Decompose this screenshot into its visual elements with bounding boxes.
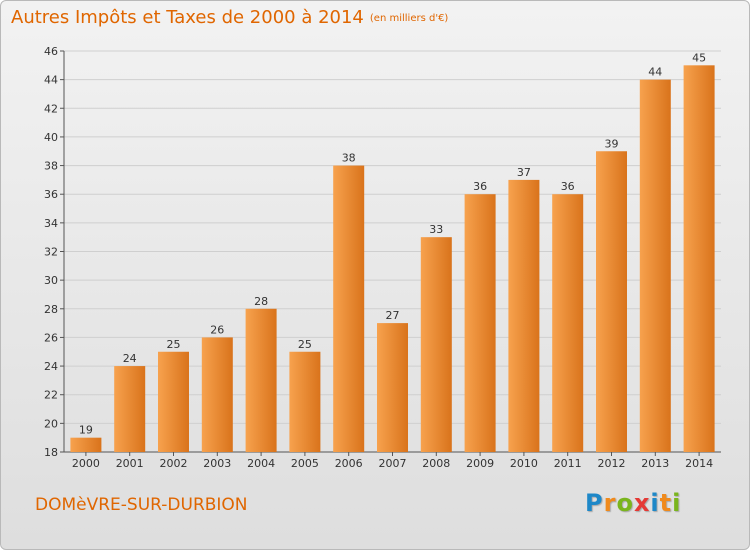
data-label-2011: 36 bbox=[561, 180, 575, 193]
bar-2012 bbox=[596, 151, 627, 452]
x-tick-label-2005: 2005 bbox=[291, 457, 319, 470]
x-tick-label-2002: 2002 bbox=[160, 457, 188, 470]
x-tick-label-2006: 2006 bbox=[335, 457, 363, 470]
x-tick-label-2009: 2009 bbox=[466, 457, 494, 470]
y-tick-label: 20 bbox=[44, 417, 58, 430]
bar-2000 bbox=[70, 437, 102, 452]
chart-title: Autres Impôts et Taxes de 2000 à 2014 (en… bbox=[11, 7, 448, 28]
commune-name: DOMèVRE-SUR-DURBION bbox=[35, 495, 248, 515]
y-tick-label: 46 bbox=[44, 45, 58, 58]
y-tick-label: 28 bbox=[44, 303, 58, 316]
bar-2002 bbox=[158, 351, 189, 452]
logo-letter: P bbox=[585, 489, 604, 517]
labels: 19 2000 24 2001 25 2002 26 2003 28 2004 25 2005 38 20… bbox=[72, 51, 713, 470]
data-label-2012: 39 bbox=[605, 137, 619, 150]
bar-2001 bbox=[114, 366, 146, 452]
bar-2006 bbox=[333, 165, 365, 453]
x-tick-label-2011: 2011 bbox=[554, 457, 582, 470]
bar-2005 bbox=[289, 351, 321, 452]
x-tick-label-2001: 2001 bbox=[116, 457, 144, 470]
x-tick-label-2003: 2003 bbox=[203, 457, 231, 470]
bars bbox=[70, 65, 715, 453]
proxiti-logo: Proxiti bbox=[585, 489, 681, 517]
data-label-2009: 36 bbox=[473, 180, 487, 193]
bar-2014 bbox=[683, 65, 715, 453]
y-tick-label: 42 bbox=[44, 102, 58, 115]
data-label-2010: 37 bbox=[517, 166, 531, 179]
x-tick-label-2013: 2013 bbox=[641, 457, 669, 470]
y-tick-label: 38 bbox=[44, 160, 58, 173]
x-tick-label-2008: 2008 bbox=[422, 457, 450, 470]
bar-2010 bbox=[508, 179, 540, 452]
bar-2008 bbox=[420, 237, 452, 452]
y-tick-label: 40 bbox=[44, 131, 58, 144]
data-label-2003: 26 bbox=[210, 323, 224, 336]
logo-letter: i bbox=[672, 489, 682, 517]
x-tick-label-2000: 2000 bbox=[72, 457, 100, 470]
bar-2013 bbox=[639, 79, 671, 453]
data-label-2008: 33 bbox=[429, 223, 443, 236]
data-label-2013: 44 bbox=[648, 66, 662, 79]
logo-letter: r bbox=[603, 489, 617, 517]
y-tick-label: 32 bbox=[44, 246, 58, 259]
x-tick-label-2004: 2004 bbox=[247, 457, 275, 470]
y-tick-label: 36 bbox=[44, 188, 58, 201]
y-tick-label: 18 bbox=[44, 446, 58, 459]
logo-letter: x bbox=[633, 489, 651, 517]
x-tick-label-2012: 2012 bbox=[598, 457, 626, 470]
y-tick-label: 30 bbox=[44, 274, 58, 287]
y-tick-label: 26 bbox=[44, 331, 58, 344]
bar-2011 bbox=[552, 194, 584, 452]
y-tick-label: 44 bbox=[44, 74, 58, 87]
data-label-2000: 19 bbox=[79, 424, 93, 437]
data-label-2005: 25 bbox=[298, 338, 312, 351]
x-tick-label-2010: 2010 bbox=[510, 457, 538, 470]
data-label-2006: 38 bbox=[342, 152, 356, 165]
x-tick-label-2007: 2007 bbox=[379, 457, 407, 470]
bar-2009 bbox=[464, 194, 496, 452]
chart-title-text: Autres Impôts et Taxes de 2000 à 2014 bbox=[11, 7, 364, 28]
y-tick-label: 24 bbox=[44, 360, 58, 373]
logo-letter: i bbox=[650, 489, 660, 517]
data-label-2002: 25 bbox=[167, 338, 181, 351]
data-label-2014: 45 bbox=[692, 51, 706, 64]
logo-letter: t bbox=[659, 489, 673, 517]
logo-letter: o bbox=[616, 489, 634, 517]
y-tick-label: 34 bbox=[44, 217, 58, 230]
data-label-2001: 24 bbox=[123, 352, 137, 365]
bar-2007 bbox=[377, 323, 408, 452]
data-label-2004: 28 bbox=[254, 295, 268, 308]
data-label-2007: 27 bbox=[386, 309, 400, 322]
bar-2004 bbox=[245, 308, 277, 452]
x-tick-label-2014: 2014 bbox=[685, 457, 713, 470]
chart-subtitle: (en milliers d'€) bbox=[369, 13, 449, 24]
y-tick-label: 22 bbox=[44, 389, 58, 402]
bar-2003 bbox=[201, 337, 233, 452]
